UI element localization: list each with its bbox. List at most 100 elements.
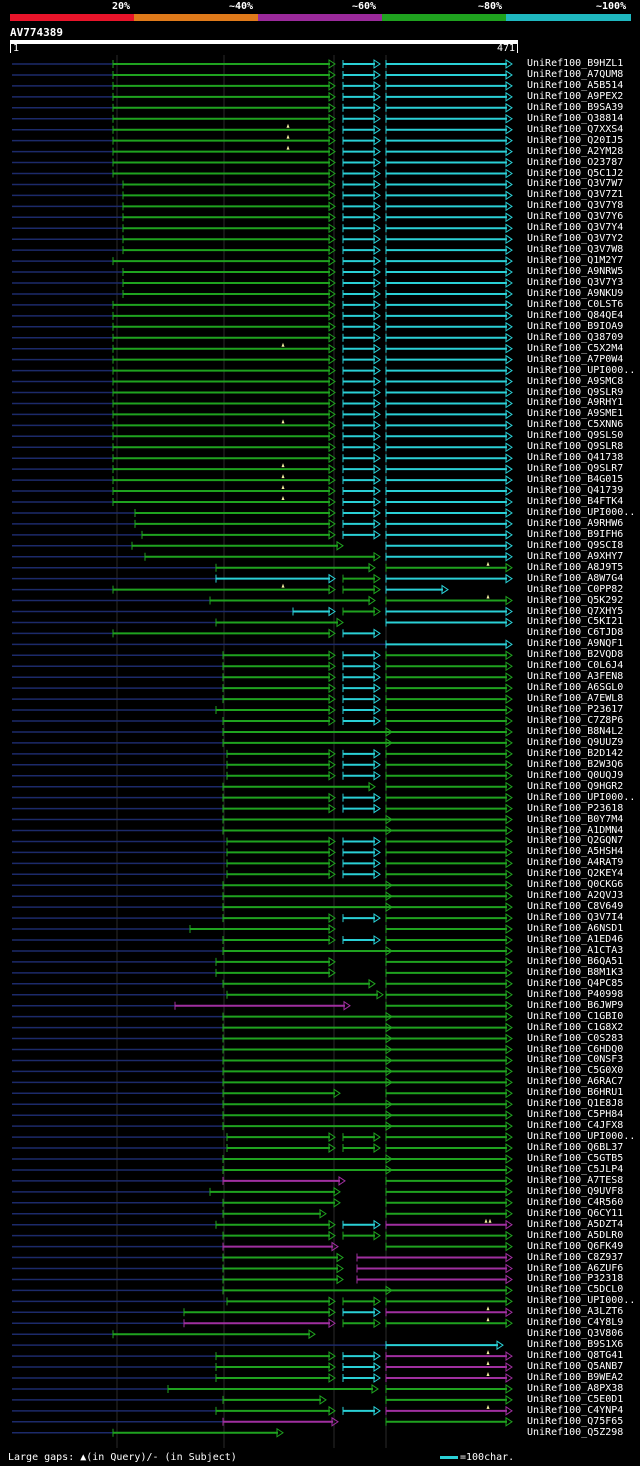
hit-label[interactable]: UniRef100_C1GBI0: [527, 1010, 624, 1022]
hit-label[interactable]: UniRef100_Q3V7Y6: [527, 211, 624, 223]
hit-label[interactable]: UniRef100_A4RAT9: [527, 857, 624, 869]
hit-label[interactable]: UniRef100_C5PH84: [527, 1109, 624, 1121]
hit-label[interactable]: UniRef100_B2W3Q6: [527, 758, 624, 770]
hit-label[interactable]: UniRef100_B6JWP9: [527, 999, 624, 1011]
hit-label[interactable]: UniRef100_A1CTA3: [527, 944, 624, 956]
hit-label[interactable]: UniRef100_C7Z8P6: [527, 715, 624, 726]
hit-label[interactable]: UniRef100_B6QA51: [527, 955, 624, 967]
hit-label[interactable]: UniRef100_B4G015: [527, 474, 624, 486]
hit-label[interactable]: UniRef100_Q7XXS4: [527, 123, 624, 135]
hit-label[interactable]: UniRef100_A1ED46: [527, 934, 624, 945]
hit-label[interactable]: UniRef100_Q0CKG6: [527, 879, 624, 891]
hit-label[interactable]: UniRef100_C5E0D1: [527, 1393, 624, 1405]
hit-label[interactable]: UniRef100_Q7XHY5: [527, 605, 624, 617]
hit-label[interactable]: UniRef100_A9NQF1: [527, 638, 624, 650]
hit-label[interactable]: UniRef100_O23787: [527, 156, 624, 168]
hit-label[interactable]: UniRef100_A9NKU9: [527, 287, 624, 299]
hit-label[interactable]: UniRef100_A5DZT4: [527, 1218, 624, 1230]
hit-label[interactable]: UniRef100_Q9SLR8: [527, 441, 624, 453]
hit-label[interactable]: UniRef100_A6ZUF6: [527, 1262, 624, 1274]
hit-label[interactable]: UniRef100_B9HZL1: [527, 58, 624, 69]
hit-label[interactable]: UniRef100_Q5ANB7: [527, 1361, 624, 1373]
hit-label[interactable]: UniRef100_Q2GQN7: [527, 835, 624, 847]
hit-label[interactable]: UniRef100_Q38814: [527, 112, 624, 124]
hit-label[interactable]: UniRef100_A7EWL8: [527, 693, 624, 705]
hit-label[interactable]: UniRef100_A9SME1: [527, 408, 624, 420]
hit-label[interactable]: UniRef100_UPI000..: [527, 506, 636, 518]
hit-label[interactable]: UniRef100_A9RHY1: [527, 397, 624, 409]
hit-label[interactable]: UniRef100_A2QVJ3: [527, 890, 624, 902]
hit-label[interactable]: UniRef100_Q4PC85: [527, 977, 624, 989]
hit-label[interactable]: UniRef100_Q3V7Y2: [527, 233, 624, 245]
hit-label[interactable]: UniRef100_Q41738: [527, 452, 624, 464]
hit-label[interactable]: UniRef100_Q20IJ5: [527, 134, 624, 146]
hit-label[interactable]: UniRef100_Q3V7I4: [527, 912, 624, 924]
hit-label[interactable]: UniRef100_B9SA39: [527, 101, 624, 113]
hit-label[interactable]: UniRef100_Q2KEY4: [527, 868, 624, 880]
hit-label[interactable]: UniRef100_A8PX38: [527, 1382, 624, 1394]
hit-label[interactable]: UniRef100_UPI000..: [527, 1131, 636, 1143]
hit-label[interactable]: UniRef100_Q3V7Z1: [527, 189, 624, 201]
hit-label[interactable]: UniRef100_A2YM28: [527, 145, 624, 157]
hit-label[interactable]: UniRef100_P23618: [527, 802, 624, 814]
hit-label[interactable]: UniRef100_Q5C1J2: [527, 167, 624, 179]
hit-label[interactable]: UniRef100_UPI000..: [527, 791, 636, 803]
hit-label[interactable]: UniRef100_B9IFH6: [527, 528, 624, 540]
hit-label[interactable]: UniRef100_Q38709: [527, 331, 624, 343]
hit-label[interactable]: UniRef100_A9NRW5: [527, 266, 624, 278]
hit-label[interactable]: UniRef100_P23617: [527, 704, 624, 716]
hit-label[interactable]: UniRef100_Q41739: [527, 485, 624, 497]
hit-label[interactable]: UniRef100_A6SGL0: [527, 682, 624, 694]
hit-label[interactable]: UniRef100_Q3V7Y3: [527, 277, 624, 288]
hit-label[interactable]: UniRef100_A7TES8: [527, 1174, 624, 1186]
hit-label[interactable]: UniRef100_A5B514: [527, 79, 624, 91]
hit-label[interactable]: UniRef100_B8M1K3: [527, 966, 624, 978]
hit-label[interactable]: UniRef100_C5JLP4: [527, 1163, 624, 1175]
hit-label[interactable]: UniRef100_Q3V7Y8: [527, 200, 624, 212]
hit-label[interactable]: UniRef100_P40998: [527, 988, 624, 1000]
hit-label[interactable]: UniRef100_UPI000..: [527, 364, 636, 376]
hit-label[interactable]: UniRef100_A9SMC8: [527, 375, 624, 387]
hit-label[interactable]: UniRef100_B8N4L2: [527, 725, 624, 737]
hit-label[interactable]: UniRef100_A6NSD1: [527, 923, 624, 935]
hit-label[interactable]: UniRef100_A5HSH4: [527, 846, 624, 858]
hit-label[interactable]: UniRef100_C6HDQ0: [527, 1043, 624, 1055]
hit-label[interactable]: UniRef100_Q3V7Y4: [527, 222, 624, 234]
hit-label[interactable]: UniRef100_Q6BL37: [527, 1142, 624, 1154]
hit-label[interactable]: UniRef100_B9IOA9: [527, 320, 624, 332]
hit-label[interactable]: UniRef100_Q9SLR9: [527, 386, 624, 398]
hit-label[interactable]: UniRef100_Q6FK49: [527, 1240, 624, 1252]
hit-label[interactable]: UniRef100_B9S1X6: [527, 1339, 624, 1351]
hit-label[interactable]: UniRef100_A9XHY7: [527, 550, 624, 562]
hit-label[interactable]: UniRef100_Q75F65: [527, 1415, 624, 1427]
hit-label[interactable]: UniRef100_B2D142: [527, 747, 624, 759]
hit-label[interactable]: UniRef100_A3FEN8: [527, 671, 624, 683]
hit-label[interactable]: UniRef100_Q9SLS0: [527, 430, 624, 442]
hit-label[interactable]: UniRef100_C0LST6: [527, 298, 624, 310]
hit-label[interactable]: UniRef100_Q9UVF8: [527, 1185, 624, 1197]
hit-label[interactable]: UniRef100_C5G0X0: [527, 1065, 624, 1077]
hit-label[interactable]: UniRef100_C8V649: [527, 901, 624, 913]
hit-label[interactable]: UniRef100_C4YNP4: [527, 1404, 624, 1416]
hit-label[interactable]: UniRef100_Q1E8J8: [527, 1098, 624, 1110]
hit-label[interactable]: UniRef100_C0S283: [527, 1032, 624, 1044]
hit-label[interactable]: UniRef100_Q5K292: [527, 594, 624, 606]
hit-label[interactable]: UniRef100_C0PP82: [527, 583, 624, 595]
hit-label[interactable]: UniRef100_C5X2M4: [527, 342, 624, 354]
hit-label[interactable]: UniRef100_A3LZT6: [527, 1306, 624, 1318]
hit-label[interactable]: UniRef100_Q0UQJ9: [527, 769, 624, 781]
hit-label[interactable]: UniRef100_A6RAC7: [527, 1076, 624, 1088]
hit-label[interactable]: UniRef100_C0NSF3: [527, 1054, 624, 1066]
hit-label[interactable]: UniRef100_C5XNN6: [527, 419, 624, 431]
hit-label[interactable]: UniRef100_B0Y7M4: [527, 813, 624, 825]
hit-label[interactable]: UniRef100_Q6CY11: [527, 1207, 624, 1219]
hit-label[interactable]: UniRef100_Q9UUZ9: [527, 736, 624, 748]
hit-label[interactable]: UniRef100_C8Z937: [527, 1251, 624, 1263]
hit-label[interactable]: UniRef100_Q1M2Y7: [527, 255, 624, 267]
hit-label[interactable]: UniRef100_C5DCL0: [527, 1284, 624, 1296]
hit-label[interactable]: UniRef100_B4FTK4: [527, 496, 624, 507]
hit-label[interactable]: UniRef100_Q9SLR7: [527, 463, 624, 475]
hit-label[interactable]: UniRef100_B9WEA2: [527, 1372, 624, 1383]
hit-label[interactable]: UniRef100_B6HRU1: [527, 1087, 624, 1099]
hit-label[interactable]: UniRef100_C4R560: [527, 1196, 624, 1208]
